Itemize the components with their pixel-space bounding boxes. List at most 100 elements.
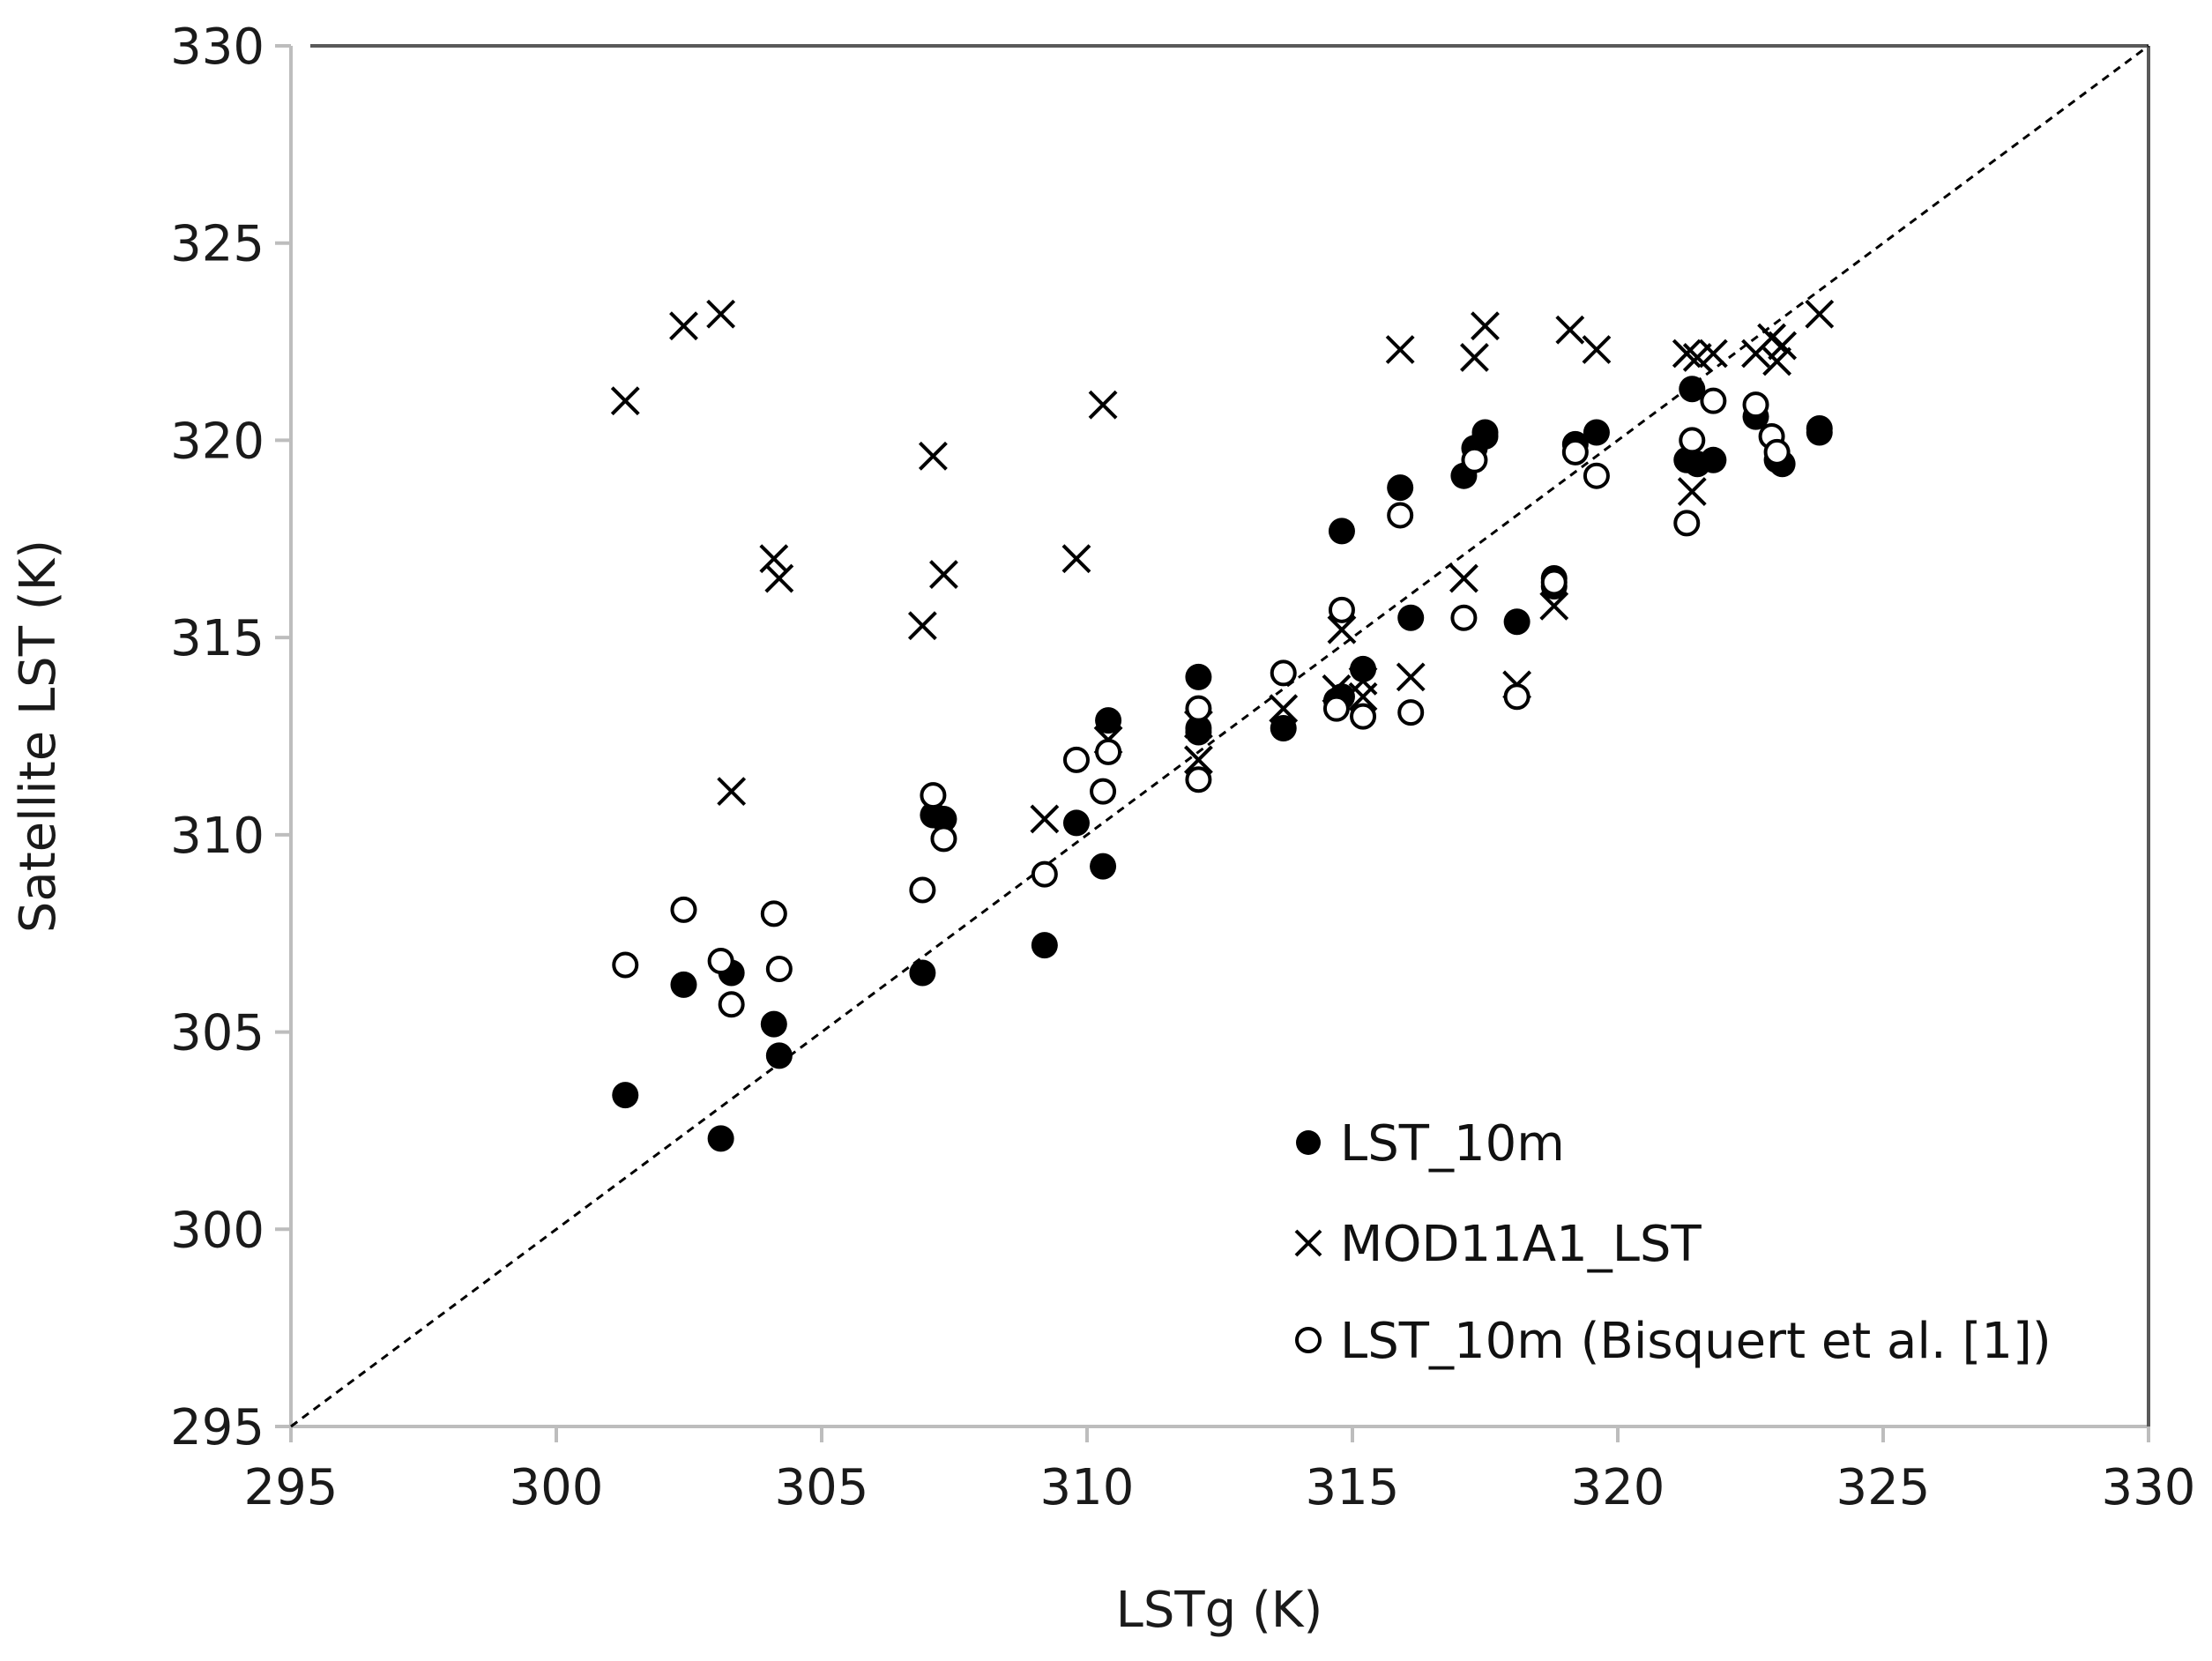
point-open-circle <box>1397 699 1425 726</box>
point-cross <box>1555 315 1585 345</box>
point-filled-circle <box>1185 719 1212 746</box>
point-cross <box>1539 591 1569 621</box>
point-open-circle <box>1673 510 1701 537</box>
legend-marker-bisquert <box>1295 1327 1322 1353</box>
point-filled-circle <box>1679 376 1706 403</box>
point-open-circle <box>1700 387 1727 414</box>
point-filled-circle <box>930 805 957 832</box>
x-tick-label: 300 <box>510 1459 604 1516</box>
point-cross <box>1582 335 1612 364</box>
point-cross <box>1677 477 1707 507</box>
point-open-circle <box>1503 683 1531 711</box>
x-tick-label: 325 <box>1836 1459 1931 1516</box>
point-open-circle <box>1185 766 1212 793</box>
y-axis-title: Satellite LST (K) <box>10 540 67 933</box>
point-cross <box>1672 339 1702 369</box>
point-filled-circle <box>1387 474 1414 502</box>
point-filled-circle <box>612 1082 639 1109</box>
point-open-circle <box>707 948 734 975</box>
legend-label-mod11a1-lst: MOD11A1_LST <box>1340 1216 1702 1273</box>
point-open-circle <box>1270 659 1297 687</box>
point-filled-circle <box>909 959 936 987</box>
point-cross <box>706 299 736 329</box>
point-filled-circle <box>707 1125 734 1152</box>
point-cross <box>919 441 948 471</box>
point-cross <box>1396 662 1426 692</box>
point-filled-circle <box>1328 518 1355 545</box>
point-open-circle <box>1583 462 1610 489</box>
point-cross <box>1805 299 1835 329</box>
point-open-circle <box>670 896 697 923</box>
point-cross <box>669 311 698 341</box>
one-to-one-reference-line <box>290 44 2149 1428</box>
plot-frame <box>289 44 2150 1428</box>
point-open-circle <box>1090 778 1117 805</box>
point-open-circle <box>765 955 793 982</box>
point-open-circle <box>1387 502 1414 529</box>
legend-label-lst-10m: LST_10m <box>1340 1115 1565 1173</box>
x-axis-title: LSTg (K) <box>1116 1582 1323 1639</box>
point-filled-circle <box>1700 446 1727 473</box>
point-cross <box>764 563 794 593</box>
point-open-circle <box>1095 738 1122 765</box>
point-open-circle <box>760 900 787 927</box>
x-tick-label: 320 <box>1571 1459 1665 1516</box>
point-filled-circle <box>1471 419 1499 446</box>
point-open-circle <box>1322 695 1350 722</box>
point-cross <box>759 544 789 574</box>
point-cross <box>1088 390 1118 420</box>
point-filled-circle <box>760 1010 787 1038</box>
point-open-circle <box>1763 438 1791 466</box>
point-open-circle <box>1540 569 1568 596</box>
point-open-circle <box>909 876 936 904</box>
point-cross <box>1327 614 1357 644</box>
point-filled-circle <box>1270 715 1297 742</box>
point-cross <box>907 611 937 641</box>
point-filled-circle <box>1031 932 1058 959</box>
x-axis-ticks: 295 300 305 310 315 320 325 330 <box>244 1426 2195 1516</box>
point-open-circle <box>612 951 639 979</box>
y-tick-label: 330 <box>170 19 264 76</box>
point-filled-circle <box>1397 604 1425 631</box>
y-axis-ticks: 295 300 305 310 315 320 325 330 <box>170 19 291 1456</box>
y-tick-label: 310 <box>170 808 264 865</box>
point-filled-circle <box>670 971 697 998</box>
legend: LST_10m MOD11A1_LST LST_10m (Bisquert et… <box>1294 1115 2052 1370</box>
y-tick-label: 300 <box>170 1202 264 1259</box>
x-tick-label: 310 <box>1040 1459 1135 1516</box>
point-cross <box>610 386 640 416</box>
point-cross <box>1768 331 1798 361</box>
point-open-circle <box>1185 695 1212 722</box>
y-tick-label: 320 <box>170 413 264 470</box>
point-open-circle <box>930 825 957 853</box>
point-cross <box>717 777 747 807</box>
point-cross <box>929 560 958 589</box>
point-filled-circle <box>1806 419 1833 446</box>
point-open-circle <box>1679 427 1706 454</box>
x-tick-label: 315 <box>1306 1459 1400 1516</box>
legend-label-bisquert: LST_10m (Bisquert et al. [1]) <box>1340 1313 2052 1370</box>
x-tick-label: 295 <box>244 1459 339 1516</box>
point-cross <box>1762 346 1792 376</box>
point-cross <box>1449 563 1478 593</box>
point-filled-circle <box>1185 663 1212 690</box>
point-cross <box>1348 682 1378 711</box>
point-open-circle <box>1461 446 1488 473</box>
legend-marker-lst-10m <box>1296 1130 1321 1155</box>
point-open-circle <box>718 991 745 1018</box>
point-open-circle <box>920 782 947 809</box>
series-1 <box>610 299 1835 834</box>
legend-marker-mod11a1-lst <box>1294 1229 1322 1257</box>
point-open-circle <box>1561 438 1589 466</box>
point-cross <box>1061 544 1091 574</box>
y-tick-label: 295 <box>170 1399 264 1456</box>
y-tick-label: 325 <box>170 216 264 273</box>
x-tick-label: 305 <box>775 1459 869 1516</box>
point-open-circle <box>1328 596 1355 623</box>
point-filled-circle <box>1583 419 1610 446</box>
point-cross <box>1030 804 1060 834</box>
point-cross <box>1184 745 1213 775</box>
y-tick-label: 305 <box>170 1005 264 1062</box>
point-open-circle <box>1742 391 1769 419</box>
